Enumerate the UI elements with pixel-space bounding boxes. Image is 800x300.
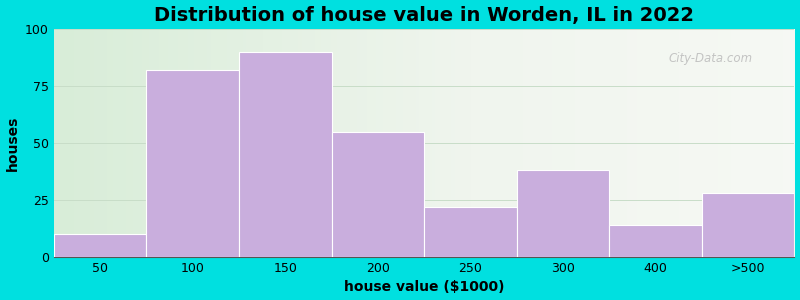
Bar [424, 207, 517, 257]
Bar [702, 193, 794, 257]
Bar [517, 170, 610, 257]
Y-axis label: houses: houses [6, 115, 19, 171]
Bar [610, 225, 702, 257]
X-axis label: house value ($1000): house value ($1000) [344, 280, 504, 294]
Bar [146, 70, 239, 257]
Title: Distribution of house value in Worden, IL in 2022: Distribution of house value in Worden, I… [154, 6, 694, 25]
Text: City-Data.com: City-Data.com [669, 52, 753, 65]
Bar [331, 132, 424, 257]
Bar [54, 234, 146, 257]
Bar [239, 52, 331, 257]
